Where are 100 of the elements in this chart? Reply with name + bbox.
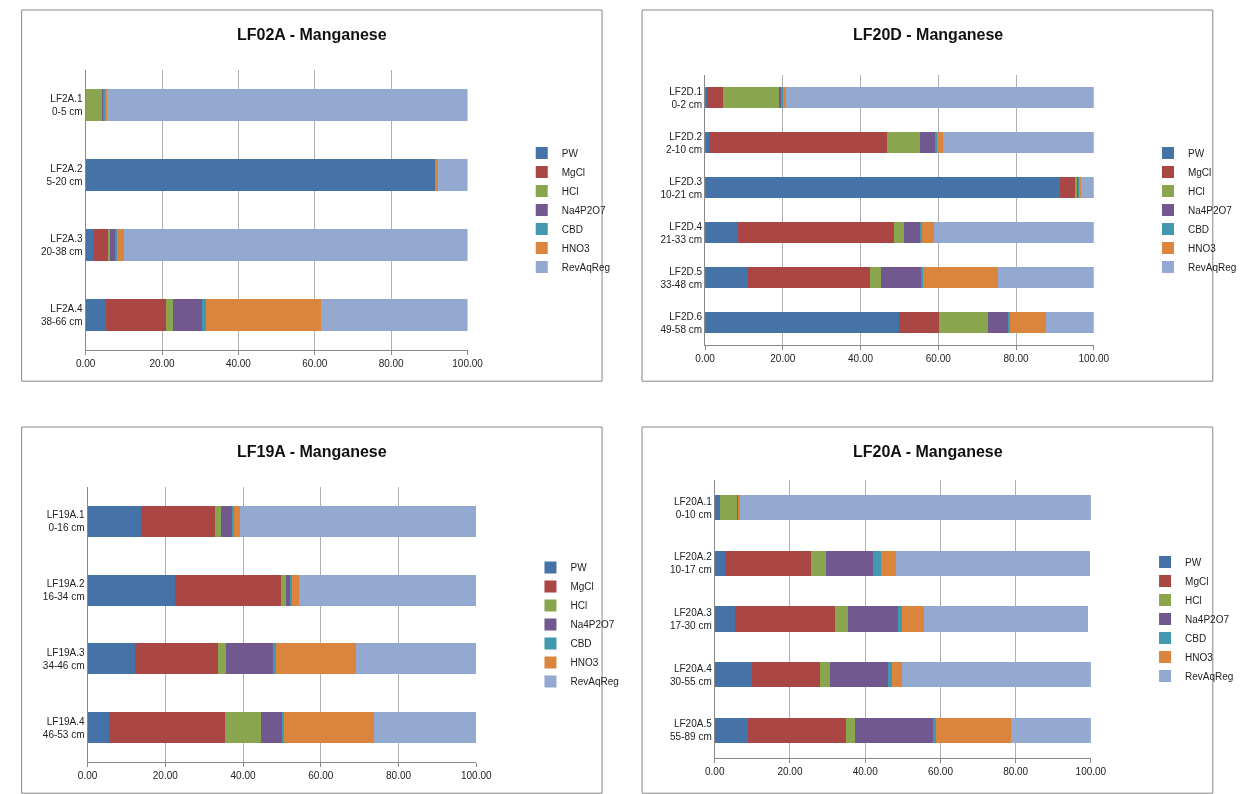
legend-label: HNO3 (561, 242, 590, 254)
y-tick-label: LF19A.3 34-46 cm (42, 646, 85, 671)
bar (725, 550, 812, 576)
x-tick-label: 80.00 (386, 770, 412, 781)
bar (886, 132, 921, 153)
x-tick-label: 60.00 (308, 770, 334, 781)
bar (921, 222, 935, 243)
legend-label: HCl (1185, 594, 1202, 606)
x-tick-label: 0.00 (77, 770, 98, 781)
bar (106, 299, 166, 331)
bar (707, 87, 723, 108)
x-tick-label: 40.00 (230, 770, 256, 781)
bar (283, 712, 374, 744)
bar (899, 312, 939, 333)
y-tick-label: LF2D.4 21-33 cm (660, 220, 703, 245)
bar (299, 574, 477, 606)
x-tick-label: 100.00 (460, 770, 493, 781)
chart-title: LF20A - Manganese (853, 443, 1003, 460)
bar (85, 299, 107, 331)
bar (85, 89, 102, 121)
legend-label: HNO3 (1187, 242, 1217, 254)
x-tick-label: 20.00 (770, 353, 796, 364)
bar (135, 643, 218, 675)
bar (820, 662, 831, 688)
bar (231, 505, 234, 537)
y-tick-label: LF2A.4 38-66 cm (40, 303, 84, 327)
bar (205, 299, 321, 331)
legend-label: MgCl (570, 581, 594, 593)
chart-title: LF02A - Manganese (237, 26, 387, 43)
bar (260, 712, 282, 744)
bar (275, 643, 356, 675)
bar (998, 267, 1094, 288)
x-tick-label: 0.00 (705, 766, 725, 777)
legend-label: PW (570, 562, 588, 574)
legend-label: MgCl (1185, 575, 1209, 587)
x-tick-label: 100.00 (1078, 353, 1110, 364)
legend-label: HCl (570, 600, 588, 612)
legend-label: CBD (570, 638, 592, 650)
legend-label: CBD (1185, 632, 1207, 644)
bar (94, 229, 108, 261)
bar (830, 662, 888, 688)
y-tick-label: LF19A.2 16-34 cm (42, 578, 85, 603)
bar (107, 89, 468, 121)
bar (714, 662, 752, 688)
legend-label: MgCl (1187, 166, 1212, 178)
legend-label: CBD (1187, 223, 1210, 235)
bar (937, 132, 943, 153)
bar (848, 606, 898, 632)
bar (902, 662, 1091, 688)
chart-title: LF19A - Manganese (237, 443, 387, 460)
bar (893, 222, 905, 243)
bar (826, 550, 874, 576)
x-tick-label: 60.00 (302, 358, 328, 369)
bar (923, 267, 999, 288)
bar (785, 87, 1094, 108)
y-tick-label: LF19A.1 0-16 cm (46, 509, 85, 534)
bar (233, 505, 240, 537)
bar (846, 717, 856, 743)
y-tick-label: LF20A.1 0-10 cm (673, 495, 713, 520)
bar (280, 574, 286, 606)
legend-label: HNO3 (1185, 651, 1214, 663)
bar (873, 550, 881, 576)
bar (942, 132, 1094, 153)
bar (1011, 717, 1091, 743)
bar (87, 643, 136, 675)
legend-label: RevAqReg (1187, 261, 1237, 273)
legend-label: Na4P2O7 (1185, 613, 1230, 625)
bar (215, 505, 222, 537)
legend-label: CBD (561, 223, 583, 235)
bar (923, 606, 1089, 632)
bar (705, 312, 900, 333)
bar (748, 717, 847, 743)
bar (124, 229, 468, 261)
bar (891, 662, 903, 688)
bar (938, 312, 989, 333)
bar (880, 550, 896, 576)
bar (87, 574, 175, 606)
bar (705, 177, 1060, 198)
bar (897, 606, 903, 632)
bar (292, 574, 300, 606)
bar (811, 550, 827, 576)
legend-label: RevAqReg (1185, 670, 1234, 682)
legend-label: HCl (561, 185, 579, 197)
x-tick-label: 40.00 (225, 358, 252, 369)
bar (834, 606, 849, 632)
bar (202, 299, 206, 331)
bar (116, 229, 125, 261)
bar (165, 299, 173, 331)
bar (140, 505, 216, 537)
y-tick-label: LF2D.2 2-10 cm (665, 130, 703, 155)
bar (855, 717, 934, 743)
bar (920, 132, 936, 153)
bar (720, 495, 737, 521)
bar (880, 267, 921, 288)
bar (1008, 312, 1011, 333)
legend-label: MgCl (561, 166, 586, 178)
x-tick-label: 0.00 (695, 353, 716, 364)
bar (714, 717, 749, 743)
bar (87, 505, 141, 537)
bar (438, 159, 468, 191)
